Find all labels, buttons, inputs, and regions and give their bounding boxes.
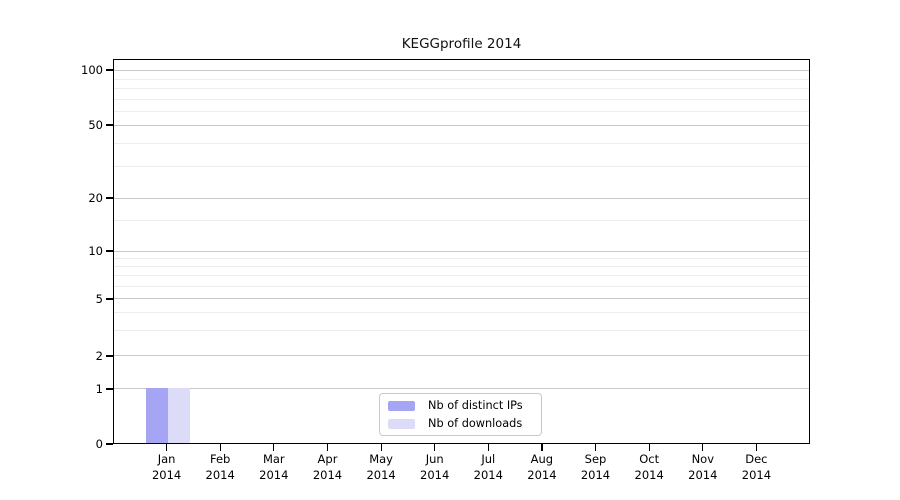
y-axis-tick-label: 100 bbox=[81, 63, 103, 77]
month-label: Jan bbox=[157, 452, 176, 466]
y-axis-tick-label: 2 bbox=[95, 349, 103, 363]
year-label: 2014 bbox=[420, 467, 450, 482]
y-axis-tick bbox=[106, 443, 113, 445]
month-label: Jun bbox=[425, 452, 444, 466]
y-minor-gridline bbox=[114, 285, 809, 287]
year-label: 2014 bbox=[259, 467, 289, 482]
year-label: 2014 bbox=[473, 467, 503, 482]
y-minor-gridline bbox=[114, 329, 809, 331]
legend-item-distinct-ips: Nb of distinct IPs bbox=[380, 398, 541, 413]
month-label: Dec bbox=[745, 452, 768, 466]
y-minor-gridline bbox=[114, 88, 809, 90]
month-label: Oct bbox=[639, 452, 660, 466]
y-minor-gridline bbox=[114, 98, 809, 100]
y-axis-tick bbox=[106, 124, 113, 126]
y-minor-gridline bbox=[114, 275, 809, 277]
x-axis-tick bbox=[219, 444, 221, 451]
y-minor-gridline bbox=[114, 265, 809, 267]
x-axis-tick-label: Jun 2014 bbox=[407, 452, 463, 483]
y-gridline bbox=[114, 125, 809, 127]
month-label: Nov bbox=[691, 452, 715, 466]
year-label: 2014 bbox=[741, 467, 772, 482]
year-label: 2014 bbox=[688, 467, 718, 482]
x-axis-tick bbox=[702, 444, 704, 451]
x-axis-tick-label: Apr 2014 bbox=[300, 452, 356, 483]
x-axis-tick bbox=[594, 444, 597, 451]
y-minor-gridline bbox=[114, 110, 809, 112]
month-label: Jul bbox=[481, 452, 496, 466]
month-label: Feb bbox=[210, 452, 231, 466]
bar-distinct-ips bbox=[145, 388, 168, 443]
x-axis-tick-label: Nov 2014 bbox=[675, 452, 731, 483]
y-axis-tick-label: 10 bbox=[88, 244, 103, 258]
x-axis-tick-label: Dec 2014 bbox=[728, 452, 784, 483]
y-minor-gridline bbox=[114, 142, 809, 144]
y-axis-tick-label: 50 bbox=[88, 118, 103, 132]
y-axis-tick bbox=[106, 250, 113, 252]
y-minor-gridline bbox=[114, 78, 809, 80]
year-label: 2014 bbox=[151, 467, 182, 482]
legend-swatch-distinct-ips bbox=[388, 400, 415, 411]
legend-swatch-downloads bbox=[388, 418, 415, 429]
y-gridline bbox=[114, 197, 809, 199]
y-minor-gridline bbox=[114, 312, 809, 314]
legend-label-downloads: Nb of downloads bbox=[428, 417, 523, 430]
chart-title: KEGGprofile 2014 bbox=[401, 36, 522, 52]
x-axis-tick-label: Sep 2014 bbox=[568, 452, 624, 483]
x-axis-tick-label: Oct 2014 bbox=[621, 452, 677, 483]
plot-area: Nb of distinct IPs Nb of downloads bbox=[113, 59, 810, 444]
y-axis-tick-label: 1 bbox=[95, 382, 103, 396]
y-axis-tick bbox=[106, 388, 113, 390]
x-axis-tick bbox=[166, 444, 168, 451]
bar-downloads bbox=[167, 388, 190, 443]
x-axis-tick bbox=[326, 444, 329, 451]
x-axis-tick-label: Mar 2014 bbox=[246, 452, 302, 483]
month-label: Aug bbox=[530, 452, 554, 466]
y-axis-tick-label: 5 bbox=[95, 292, 103, 306]
y-minor-gridline bbox=[114, 257, 809, 259]
x-axis-tick-label: Aug 2014 bbox=[514, 452, 570, 483]
month-label: May bbox=[369, 452, 393, 466]
y-minor-gridline bbox=[114, 165, 809, 167]
month-label: Mar bbox=[262, 452, 285, 466]
month-label: Sep bbox=[584, 452, 607, 466]
x-axis-tick-label: May 2014 bbox=[353, 452, 409, 483]
year-label: 2014 bbox=[312, 467, 343, 482]
year-label: 2014 bbox=[580, 467, 611, 482]
x-axis-tick bbox=[487, 444, 489, 451]
x-axis-tick bbox=[541, 444, 543, 451]
x-axis-tick-label: Feb 2014 bbox=[192, 452, 248, 483]
y-axis-tick bbox=[106, 197, 113, 199]
year-label: 2014 bbox=[634, 467, 664, 482]
x-axis-tick bbox=[434, 444, 436, 451]
year-label: 2014 bbox=[205, 467, 235, 482]
y-axis-tick bbox=[106, 69, 113, 71]
y-gridline bbox=[114, 250, 809, 252]
month-label: Apr bbox=[317, 452, 338, 466]
x-axis-tick bbox=[380, 444, 382, 451]
y-minor-gridline bbox=[114, 219, 809, 221]
year-label: 2014 bbox=[527, 467, 557, 482]
year-label: 2014 bbox=[366, 467, 396, 482]
y-gridline bbox=[114, 354, 809, 356]
y-axis-tick bbox=[106, 298, 113, 300]
x-axis-tick bbox=[755, 444, 758, 451]
legend: Nb of distinct IPs Nb of downloads bbox=[379, 393, 542, 436]
y-axis-tick bbox=[106, 355, 113, 357]
y-axis-tick-label: 0 bbox=[95, 437, 103, 451]
x-axis-tick bbox=[273, 444, 275, 451]
x-axis-tick-label: Jan 2014 bbox=[139, 452, 195, 483]
x-axis-tick-label: Jul 2014 bbox=[460, 452, 516, 483]
x-axis-tick bbox=[648, 444, 650, 451]
legend-item-downloads: Nb of downloads bbox=[380, 416, 541, 431]
y-gridline bbox=[114, 70, 809, 72]
y-gridline bbox=[114, 298, 809, 300]
y-gridline bbox=[114, 387, 809, 389]
legend-label-distinct-ips: Nb of distinct IPs bbox=[428, 399, 523, 412]
y-axis-tick-label: 20 bbox=[88, 191, 103, 205]
